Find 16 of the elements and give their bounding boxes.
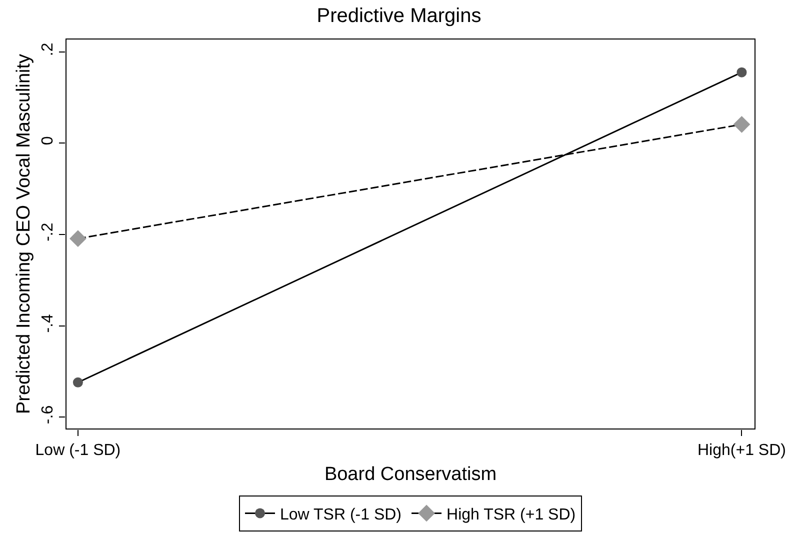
y-tick-label: -.2: [40, 222, 57, 242]
y-tick-label: -.4: [40, 314, 57, 333]
x-axis-title: Board Conservatism: [324, 464, 497, 485]
y-axis-title: Predicted Incoming CEO Vocal Masculinity: [13, 53, 34, 414]
point: [72, 377, 83, 388]
chart-title: Predictive Margins: [316, 5, 482, 28]
x-tick-label: Low (-1 SD): [35, 442, 121, 460]
point: [70, 230, 86, 248]
point: [736, 67, 747, 78]
x-tick-label: High(+1 SD): [697, 442, 786, 460]
legend-label: Low TSR (-1 SD): [280, 506, 402, 524]
y-tick-label: 0: [40, 136, 57, 146]
y-tick-label: .2: [40, 42, 57, 56]
legend-label: High TSR (+1 SD): [446, 506, 576, 524]
point: [733, 116, 750, 133]
y-tick-label: -.6: [40, 405, 57, 424]
